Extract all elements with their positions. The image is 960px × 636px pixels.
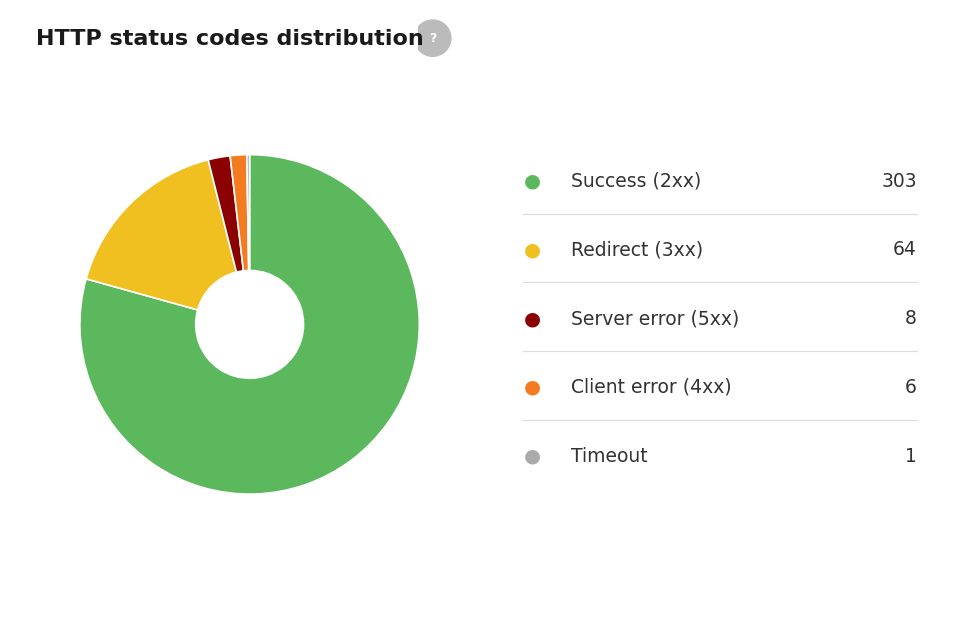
- Text: 303: 303: [881, 172, 917, 191]
- Text: Client error (4xx): Client error (4xx): [571, 378, 732, 397]
- Text: 64: 64: [893, 240, 917, 259]
- Circle shape: [415, 20, 451, 57]
- Wedge shape: [86, 160, 236, 310]
- Text: 8: 8: [905, 309, 917, 328]
- Text: ●: ●: [524, 378, 541, 397]
- Text: 1: 1: [905, 446, 917, 466]
- Text: Server error (5xx): Server error (5xx): [571, 309, 739, 328]
- Text: ●: ●: [524, 309, 541, 328]
- Text: Redirect (3xx): Redirect (3xx): [571, 240, 704, 259]
- Text: ●: ●: [524, 446, 541, 466]
- Text: Timeout: Timeout: [571, 446, 648, 466]
- Wedge shape: [208, 156, 244, 272]
- Text: HTTP status codes distribution: HTTP status codes distribution: [36, 29, 424, 48]
- Wedge shape: [247, 155, 250, 270]
- Wedge shape: [230, 155, 249, 271]
- Wedge shape: [80, 155, 420, 494]
- Text: ●: ●: [524, 172, 541, 191]
- Text: Success (2xx): Success (2xx): [571, 172, 702, 191]
- Text: ?: ?: [429, 32, 437, 45]
- Text: ●: ●: [524, 240, 541, 259]
- Text: 6: 6: [905, 378, 917, 397]
